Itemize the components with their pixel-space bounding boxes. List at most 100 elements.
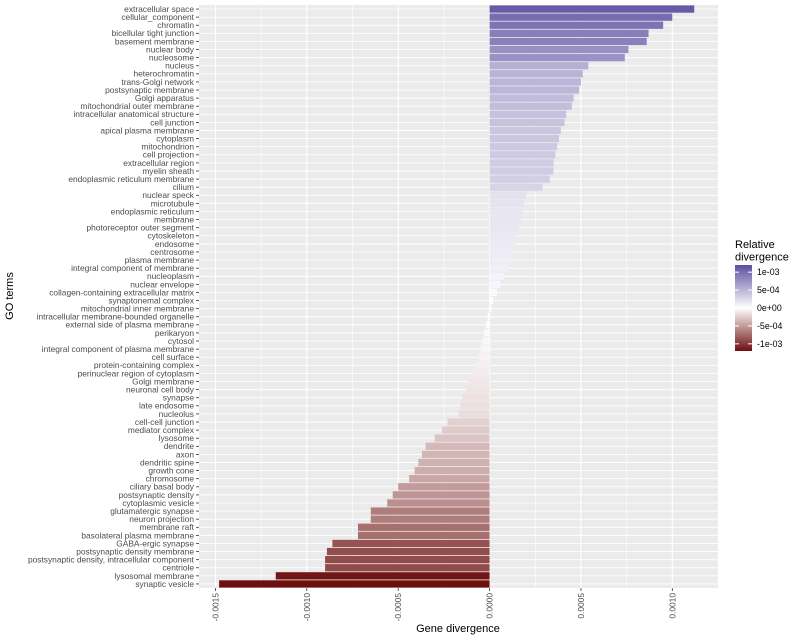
y-tick-label: trans-Golgi network <box>121 77 194 87</box>
bar <box>489 215 521 224</box>
y-tick-label: basolateral plasma membrane <box>81 530 194 540</box>
legend-tick-label: 0e+00 <box>757 303 782 313</box>
bar <box>485 321 490 329</box>
bar <box>489 280 501 288</box>
y-tick-label: nucleolus <box>159 409 194 419</box>
legend-tick-label: 5e-04 <box>757 285 780 295</box>
bar <box>489 126 561 135</box>
y-tick-label: nucleoplasm <box>147 271 194 281</box>
y-tick-label: cytosol <box>168 336 194 346</box>
bar <box>480 345 490 353</box>
legend-title: Relative divergence <box>735 239 789 264</box>
y-tick-label: lysosome <box>159 433 195 443</box>
x-tick-label: 0.0010 <box>667 593 677 619</box>
bar <box>489 78 581 86</box>
bar <box>447 418 490 426</box>
y-tick-labels: extracellular spacecellular_componentchr… <box>28 4 199 589</box>
bar <box>489 159 554 167</box>
y-tick-label: synapse <box>163 393 195 403</box>
y-tick-label: mitochondrial outer membrane <box>80 101 194 111</box>
bar <box>325 556 490 564</box>
y-tick-label: postsynaptic density, intracellular comp… <box>28 555 195 565</box>
legend-ticks: 1e-03 5e-04 0e+00 -5e-04 -1e-03 <box>735 267 783 349</box>
y-tick-label: cytoskeleton <box>147 231 194 241</box>
bar <box>465 385 490 394</box>
bar <box>489 248 514 256</box>
bar <box>357 531 490 540</box>
bar <box>489 13 673 21</box>
bar <box>489 102 572 110</box>
bar <box>387 499 490 507</box>
x-tick-label: -0.0010 <box>302 593 312 622</box>
x-tick-label: -0.0005 <box>393 593 403 622</box>
bar <box>357 523 490 531</box>
y-tick-label: cell projection <box>143 150 195 160</box>
y-tick-label: synaptic vesicle <box>135 579 194 589</box>
bar <box>326 547 490 556</box>
y-tick-label: chromatin <box>157 20 194 30</box>
bar <box>474 361 490 369</box>
bar <box>471 369 490 378</box>
y-tick-label: Golgi membrane <box>132 376 194 386</box>
y-tick-label: basement membrane <box>115 36 194 46</box>
bar <box>370 507 490 515</box>
y-tick-label: nuclear speck <box>142 190 194 200</box>
y-tick-label: late endosome <box>139 401 194 411</box>
y-tick-label: neuronal cell body <box>126 385 195 395</box>
bar <box>489 134 560 143</box>
bar <box>219 580 490 588</box>
y-tick-label: cytoplasmic vesicle <box>122 498 194 508</box>
y-tick-label: bicellular tight junction <box>112 28 195 38</box>
bar <box>489 232 517 240</box>
y-tick-label: dendrite <box>164 441 195 451</box>
y-tick-label: mitochondrial inner membrane <box>81 304 194 314</box>
y-tick-label: nuclear envelope <box>130 279 194 289</box>
y-tick-label: centrosome <box>150 247 194 257</box>
y-tick-label: growth cone <box>148 465 194 475</box>
bar <box>487 313 490 321</box>
y-tick-label: integral component of plasma membrane <box>42 344 195 354</box>
bar <box>418 458 490 467</box>
y-tick-label: nucleus <box>165 61 194 71</box>
legend: Relative divergence 1e-03 5e-04 0e+00 -5e-04… <box>735 239 789 351</box>
bar <box>462 394 490 402</box>
legend-colorbar <box>735 265 752 351</box>
bar <box>489 29 649 37</box>
y-tick-label: intracellular anatomical structure <box>73 109 194 119</box>
y-tick-label: external side of plasma membrane <box>66 320 195 330</box>
y-tick-label: endosome <box>155 239 194 249</box>
bar <box>489 288 497 297</box>
bar <box>478 353 490 361</box>
bar <box>489 224 519 232</box>
bar <box>434 434 490 442</box>
bar <box>489 256 512 264</box>
bar <box>489 21 664 29</box>
x-axis-title: Gene divergence <box>416 623 500 635</box>
y-tick-label: microtubule <box>151 198 195 208</box>
y-tick-label: axon <box>176 449 195 459</box>
y-tick-label: protein-containing complex <box>94 360 195 370</box>
bar <box>489 110 567 118</box>
y-tick-label: cell-cell junction <box>135 417 194 427</box>
y-axis-title: GO terms <box>4 272 16 320</box>
y-tick-label: ciliary basal body <box>130 482 195 492</box>
bar <box>489 183 543 191</box>
bar <box>425 442 490 450</box>
y-tick-label: extracellular space <box>124 4 194 14</box>
y-tick-label: perikaryon <box>155 328 194 338</box>
x-tick-label: 0.0005 <box>576 593 586 619</box>
bar <box>484 329 490 337</box>
legend-tick-label: 1e-03 <box>757 267 780 277</box>
y-tick-label: membrane raft <box>140 522 195 532</box>
y-tick-label: endoplasmic reticulum membrane <box>68 174 194 184</box>
y-tick-label: nuclear body <box>146 44 195 54</box>
y-tick-label: collagen-containing extracellular matrix <box>49 287 195 297</box>
y-tick-label: cellular_component <box>121 12 194 22</box>
y-tick-label: GABA-ergic synapse <box>116 538 194 548</box>
bar <box>489 37 647 46</box>
y-tick-label: chromosome <box>146 474 195 484</box>
y-tick-label: apical plasma membrane <box>100 125 194 135</box>
y-tick-label: glutamatergic synapse <box>110 506 194 516</box>
bar <box>421 450 490 459</box>
